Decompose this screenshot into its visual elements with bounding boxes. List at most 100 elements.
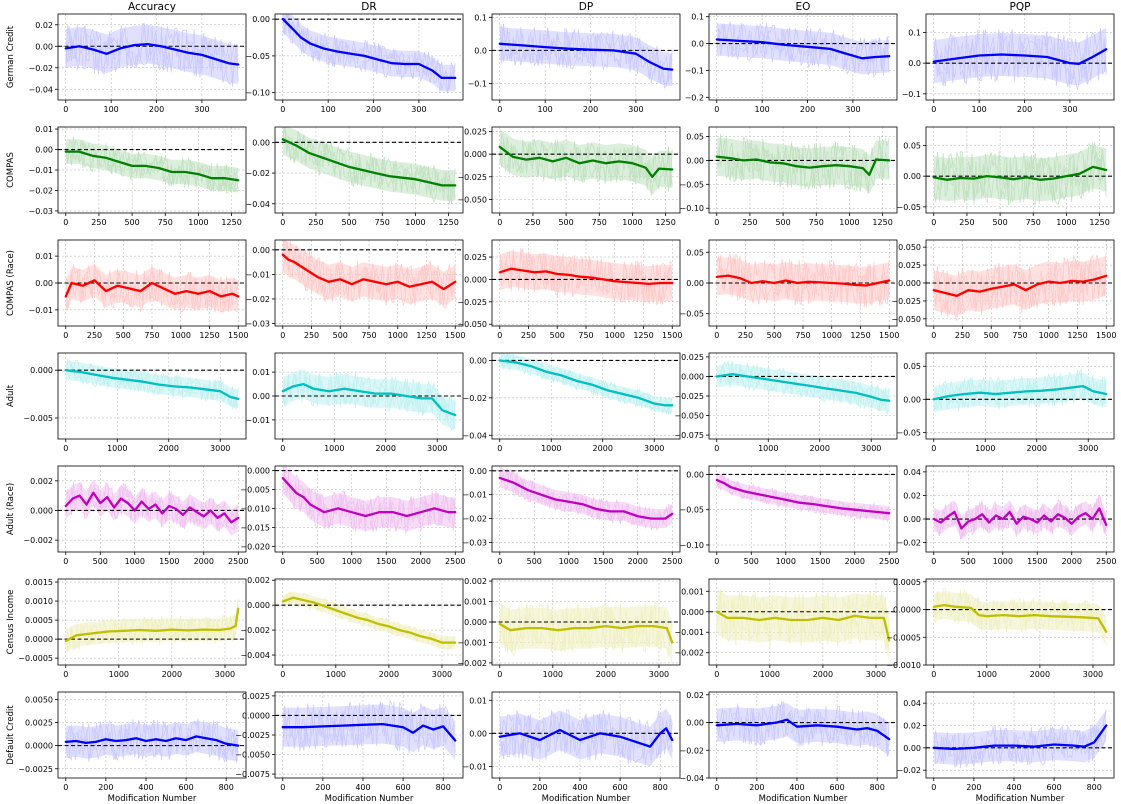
x-tick-label: 2000: [194, 557, 214, 566]
noise-trace: [933, 590, 1107, 639]
series-line: [64, 607, 240, 643]
data-point: [139, 629, 141, 631]
variance-band: [282, 466, 456, 535]
data-point: [146, 43, 149, 45]
data-point: [635, 52, 637, 55]
data-point: [115, 740, 117, 742]
x-tick-label: 0: [280, 444, 285, 453]
variance-band: [933, 251, 1107, 321]
data-point: [963, 393, 966, 395]
subplot: 0 250 500 750 1000 1250 1500 −0.050 −0.025 0.000 0…: [457, 239, 682, 340]
data-point: [202, 628, 205, 631]
variance-band: [933, 494, 1107, 541]
y-tick-label: 0.01: [35, 125, 53, 134]
y-tick-label: 0.002: [30, 477, 53, 486]
data-point: [946, 515, 949, 518]
data-point: [1098, 507, 1101, 510]
data-point: [994, 514, 997, 517]
data-point: [888, 279, 891, 282]
data-point: [160, 45, 162, 48]
data-point: [573, 627, 575, 630]
y-tick-label: 0.05: [903, 362, 921, 371]
x-tick-label: 2000: [593, 444, 613, 453]
data-point: [323, 511, 326, 514]
noise-trace: [499, 133, 673, 192]
noise-trace: [282, 240, 456, 306]
data-point: [829, 48, 832, 50]
y-tick-label: −0.025: [674, 392, 704, 401]
data-point: [334, 161, 337, 164]
subplot: 0 250 500 750 1000 1250 −0.03 −0.02 −0.01 0.00 0.0…: [28, 125, 247, 227]
data-point: [293, 261, 296, 264]
data-point: [856, 728, 859, 731]
y-tick-label: 0.0000: [893, 606, 921, 615]
data-point: [671, 512, 674, 515]
x-tick-label: 2500: [228, 557, 248, 566]
data-point: [1052, 177, 1055, 180]
noise-trace: [282, 371, 456, 423]
x-axis-label: Modification Number: [976, 794, 1065, 804]
x-tick-label: 2000: [1062, 557, 1082, 566]
data-point: [943, 604, 946, 606]
data-point: [777, 380, 780, 383]
x-tick-label: 0: [714, 331, 719, 340]
y-tick-label: 0.00: [903, 395, 921, 404]
data-point: [806, 45, 809, 48]
data-point: [970, 606, 972, 609]
x-tick-label: 3000: [1078, 444, 1098, 453]
data-point: [64, 47, 67, 50]
data-point: [498, 271, 501, 274]
x-tick-label: 200: [315, 783, 330, 792]
noise-trace: [65, 360, 239, 408]
data-point: [1047, 280, 1050, 283]
noise-trace: [933, 591, 1107, 633]
data-point: [932, 518, 935, 520]
x-tick-label: 1000: [405, 218, 425, 227]
y-tick-label: 0.000: [247, 601, 270, 610]
data-point: [295, 492, 298, 495]
variance-band: [65, 264, 239, 314]
data-point: [664, 517, 667, 520]
y-tick-label: −0.05: [896, 203, 921, 212]
data-point: [74, 740, 77, 742]
x-tick-label: 2000: [162, 670, 182, 679]
data-point: [1033, 745, 1035, 748]
x-tick-label: 250: [959, 218, 974, 227]
x-tick-label: 2000: [1027, 444, 1047, 453]
axes-frame: [491, 465, 681, 553]
data-point: [388, 625, 390, 628]
y-tick-label: −0.0075: [235, 770, 270, 779]
data-point: [187, 51, 190, 54]
data-point: [144, 165, 147, 167]
y-tick-label: 0.00: [903, 172, 921, 181]
data-point: [565, 156, 567, 159]
data-point: [300, 36, 302, 39]
noise-trace: [65, 358, 239, 410]
data-point: [1093, 741, 1096, 744]
data-point: [441, 641, 443, 644]
data-point: [154, 503, 157, 506]
variance-band: [933, 27, 1107, 90]
y-tick-label: −0.10: [679, 204, 704, 213]
y-tick-label: 0.01: [35, 252, 53, 261]
x-tick-label: 250: [955, 331, 970, 340]
data-point: [105, 290, 107, 292]
y-tick-label: 0.1: [474, 13, 487, 22]
x-tick-label: 250: [87, 331, 102, 340]
data-point: [1097, 617, 1100, 620]
data-point: [498, 477, 501, 479]
data-point: [214, 58, 217, 61]
data-point: [1050, 520, 1052, 523]
data-point: [454, 414, 457, 417]
axes-frame: [925, 465, 1115, 553]
data-point: [625, 281, 628, 284]
data-point: [631, 162, 634, 165]
x-tick-label: 0: [280, 783, 285, 792]
data-point: [636, 625, 639, 627]
data-point: [888, 738, 891, 741]
data-point: [327, 280, 330, 283]
y-tick-label: −0.050: [674, 412, 704, 421]
y-tick-label: −0.2: [685, 93, 704, 102]
x-tick-label: 300: [845, 105, 860, 114]
axes-frame: [708, 691, 898, 779]
